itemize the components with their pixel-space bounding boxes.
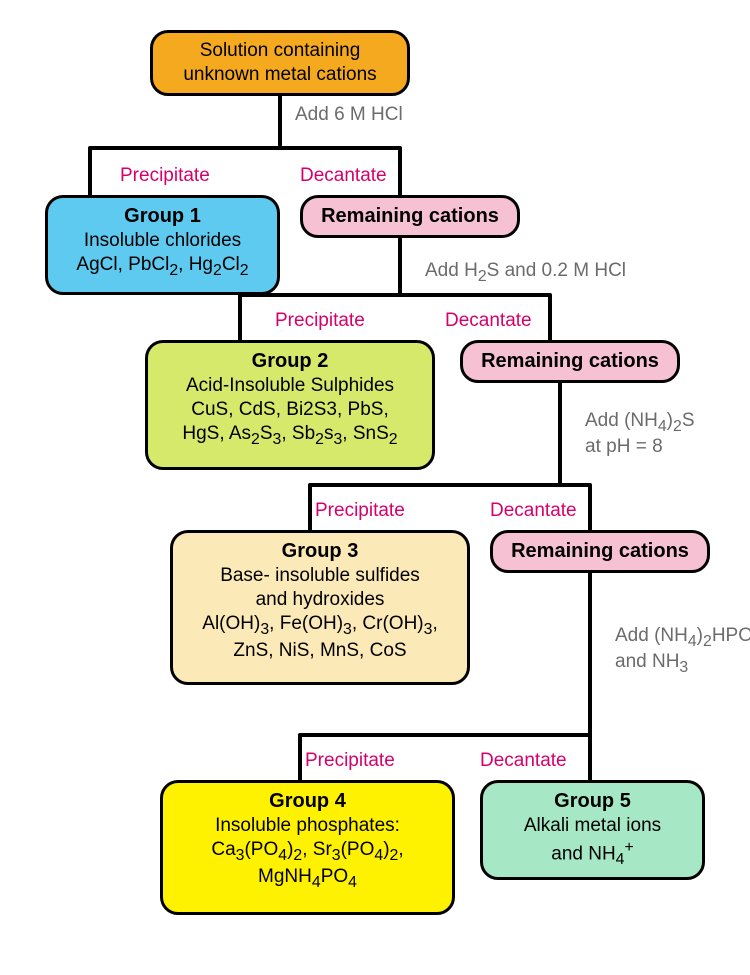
node-group4: Group 4Insoluble phosphates:Ca3(PO4)2, S… [160,780,455,915]
edge-label-e4: Add (NH4)2HPO4and NH3 [615,625,750,677]
node-chem: AgCl, PbCl2, Hg2Cl2 [56,253,269,281]
flowchart-canvas: Solution containingunknown metal cations… [0,0,750,975]
node-chem: CuS, CdS, Bi2S3, PbS,HgS, As2S3, Sb2s3, … [156,398,424,449]
node-remaining1: Remaining cations [300,195,520,238]
branch-label-b2d: Decantate [445,310,532,332]
branch-label-b3p: Precipitate [315,500,405,522]
edge-label-e1: Add 6 M HCl [295,104,403,126]
node-subtitle: Alkali metal ionsand NH4+ [491,814,694,870]
node-text: Solution containing [161,39,399,63]
node-group1: Group 1Insoluble chloridesAgCl, PbCl2, H… [45,195,280,295]
node-title: Group 1 [56,204,269,229]
node-title: Group 5 [491,789,694,814]
node-title: Remaining cations [501,539,699,564]
branch-label-b3d: Decantate [490,500,577,522]
node-title: Group 4 [171,789,444,814]
branch-label-b2p: Precipitate [275,310,365,332]
node-subtitle: Acid-Insoluble Sulphides [156,374,424,398]
node-subtitle: Insoluble phosphates: [171,814,444,838]
edge-label-e2: Add H2S and 0.2 M HCl [425,260,626,286]
node-subtitle: Base- insoluble sulfidesand hydroxides [181,564,459,612]
node-text: unknown metal cations [161,63,399,87]
branch-label-b1p: Precipitate [120,165,210,187]
node-chem: Al(OH)3, Fe(OH)3, Cr(OH)3,ZnS, NiS, MnS,… [181,612,459,663]
node-chem: Ca3(PO4)2, Sr3(PO4)2,MgNH4PO4 [171,838,444,893]
node-title: Group 2 [156,349,424,374]
branch-label-b1d: Decantate [300,165,387,187]
node-title: Remaining cations [471,349,669,374]
node-subtitle: Insoluble chlorides [56,229,269,253]
node-start: Solution containingunknown metal cations [150,30,410,96]
node-group5: Group 5Alkali metal ionsand NH4+ [480,780,705,880]
node-group3: Group 3Base- insoluble sulfidesand hydro… [170,530,470,685]
node-title: Remaining cations [311,204,509,229]
edge-label-e3: Add (NH4)2Sat pH = 8 [585,410,695,458]
node-title: Group 3 [181,539,459,564]
branch-label-b4d: Decantate [480,750,567,772]
node-remaining3: Remaining cations [490,530,710,573]
node-group2: Group 2Acid-Insoluble SulphidesCuS, CdS,… [145,340,435,470]
node-remaining2: Remaining cations [460,340,680,383]
branch-label-b4p: Precipitate [305,750,395,772]
